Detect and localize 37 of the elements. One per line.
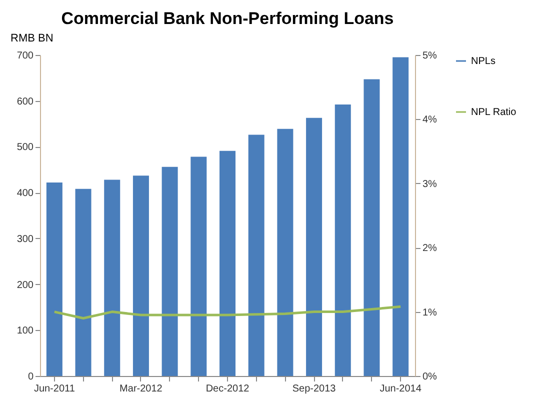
y-tick-label: 100 (16, 326, 34, 337)
bar (364, 79, 380, 376)
x-tick-label: Jun-2014 (380, 384, 422, 394)
x-tick-label: Dec-2012 (206, 384, 250, 394)
y2-tick-label: 0% (422, 372, 438, 382)
x-tick-label: Jun-2011 (34, 384, 76, 394)
bar (392, 57, 409, 376)
bar (132, 176, 149, 376)
y-tick-label: 500 (16, 142, 34, 154)
chart-title: Commercial Bank Non-Performing Loans (61, 9, 394, 28)
bar (190, 156, 207, 376)
bar (248, 134, 264, 376)
y2-tick-label: 3% (422, 178, 438, 190)
y-tick-label: 700 (16, 50, 34, 62)
x-tick-label: Sep-2013 (292, 384, 336, 394)
y-tick-label: 400 (16, 188, 34, 200)
bar (306, 118, 322, 376)
y2-tick-label: 4% (422, 114, 438, 126)
legend-label: NPLs (471, 56, 496, 67)
y2-tick-label: 2% (422, 243, 438, 254)
y-tick-label: 0 (28, 372, 34, 382)
y-axis-title: RMB BN (10, 32, 54, 44)
bar (277, 128, 294, 376)
bar (162, 166, 178, 376)
line-series (53, 305, 402, 320)
x-tick-label: Mar-2012 (120, 384, 163, 394)
y-tick-label: 600 (16, 96, 34, 108)
bar (104, 180, 120, 376)
y2-tick-label: 5% (422, 50, 438, 62)
bar (220, 150, 236, 376)
y-tick-label: 300 (16, 234, 34, 245)
y2-tick-label: 1% (422, 307, 438, 318)
bar (334, 104, 351, 376)
legend-label: NPL Ratio (471, 107, 517, 118)
y-tick-label: 200 (16, 280, 34, 291)
bar (46, 182, 62, 376)
bar (75, 188, 92, 376)
